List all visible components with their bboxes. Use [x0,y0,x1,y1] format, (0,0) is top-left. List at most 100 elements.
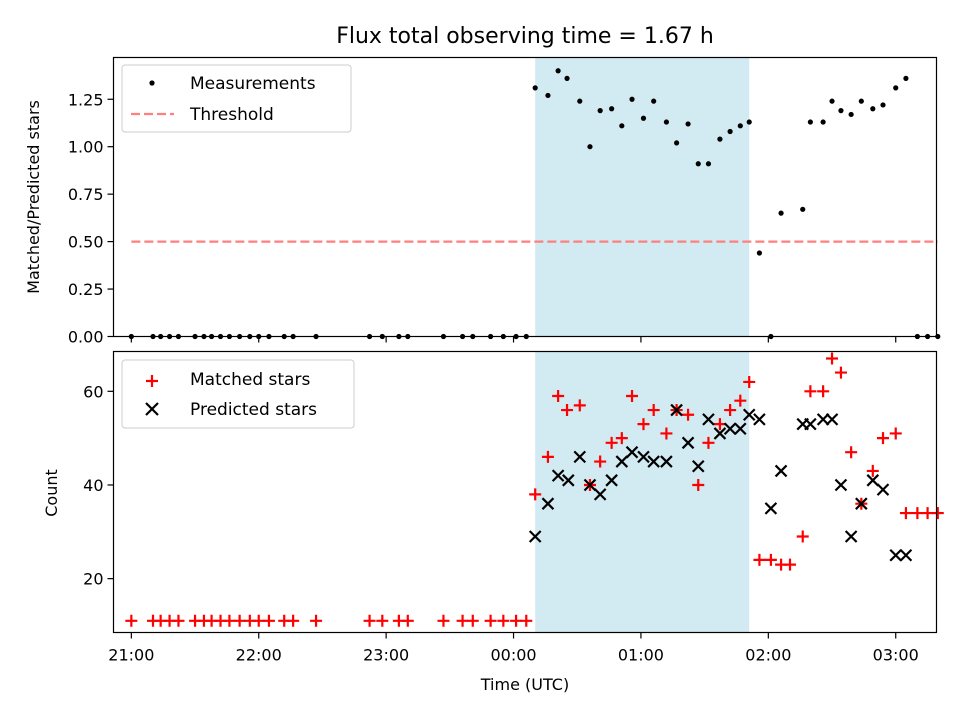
predicted-star-point [670,403,683,417]
measurement-point [545,92,551,99]
legend-predicted-marker [145,402,159,416]
measurement-point [880,102,886,108]
bottom-x-tick-label: 21:00 [108,646,154,665]
matched-star-point [594,455,607,468]
bottom-plot-frame [112,350,938,634]
matched-star-point [287,614,300,627]
matched-star-point [520,614,533,627]
predicted-star-point [702,413,715,426]
top-y-tick-label: 0.00 [68,328,104,347]
measurement-point [727,128,733,135]
predicted-star-point [899,548,913,562]
measurement-point [807,119,813,125]
predicted-star-point [804,417,817,431]
predicted-star-point [764,502,778,515]
bottom-x-tick-label: 03:00 [873,646,919,665]
measurement-point [737,123,743,129]
legend-matched-marker [146,375,158,387]
matched-star-point [552,389,565,402]
matched-star-point [615,432,628,445]
bottom-x-tick-label: 00:00 [490,646,536,665]
measurement-point [685,121,691,127]
predicted-star-point [681,436,695,450]
top-y-tick-label: 0.25 [68,280,104,299]
matched-star-point [889,427,902,440]
measurement-point [829,98,835,104]
top-legend: Measurements Threshold [121,64,352,133]
matched-star-point [931,507,944,520]
top-y-tick-label: 1.25 [68,90,104,109]
matched-star-point [866,464,879,477]
predicted-star-point [774,464,788,478]
predicted-star-point [889,548,903,562]
bottom-x-tick-label: 02:00 [745,646,791,665]
matched-star-point [252,614,265,627]
matched-star-point [845,446,858,459]
matched-star-point [734,394,747,407]
measurement-point [640,115,647,121]
matched-star-point [497,614,510,627]
predicted-star-point [734,422,747,436]
matched-star-point [529,488,542,501]
predicted-star-point [583,478,597,492]
predicted-star-point [615,455,629,468]
predicted-star-point [723,422,737,436]
matched-star-point [911,507,924,520]
predicted-star-point [691,459,705,473]
measurement-point [695,161,701,167]
matched-star-point [817,385,830,398]
bottom-x-tick-label: 22:00 [236,646,282,665]
matched-star-point [626,389,639,402]
matched-star-point [223,614,236,627]
predicted-star-point [647,455,660,468]
matched-star-point [743,375,756,388]
measurement-point [597,108,603,114]
top-plot-frame [112,56,938,338]
top-panel: 0.00 0.25 0.50 0.75 1.00 1.25 Flux total obse… [24,24,941,347]
measurement-point [609,106,615,112]
bottom-shaded-region [535,351,750,633]
top-legend-frame [121,64,352,133]
top-x-ticks [130,336,897,343]
matched-star-point [376,614,389,627]
bottom-y-axis-label: Count [42,469,61,517]
bottom-x-tick-label: 23:00 [363,646,409,665]
chart-title: Flux total observing time = 1.67 h [336,24,714,49]
measurement-point [820,119,826,125]
predicted-star-point [855,497,868,510]
measurement-point [778,210,784,216]
matched-star-point [783,558,796,571]
measurement-point [651,98,657,104]
matched-star-point [466,614,479,627]
measurement-point [564,75,570,81]
bottom-y-tick-label: 60 [83,382,103,401]
matched-star-point [753,553,766,566]
matched-star-point [401,614,414,627]
matched-star-point [796,530,809,543]
matched-star-point [702,436,715,449]
predicted-star-point [562,474,575,487]
matched-star-point [363,614,376,627]
predicted-star-point [660,455,673,468]
matched-star-point [764,553,777,566]
measurement-point [587,144,593,150]
legend-threshold-label: Threshold [189,105,274,125]
predicted-stars-points [528,403,913,562]
matched-star-point [682,408,695,421]
matched-star-point [310,614,323,627]
matched-star-point [233,614,246,627]
predicted-star-point [834,478,848,492]
matched-star-point [456,614,469,627]
matched-star-point [899,507,912,520]
legend-matched-label: Matched stars [190,370,310,390]
top-y-ticks: 0.00 0.25 0.50 0.75 1.00 1.25 [68,90,114,347]
bottom-x-tick-label: 01:00 [618,646,664,665]
measurement-point [746,119,752,125]
predicted-star-point [742,408,756,422]
matched-star-point [561,404,574,417]
predicted-star-point [637,450,650,464]
predicted-star-point [876,483,890,496]
predicted-star-point [753,413,766,426]
matched-star-point [125,614,138,627]
